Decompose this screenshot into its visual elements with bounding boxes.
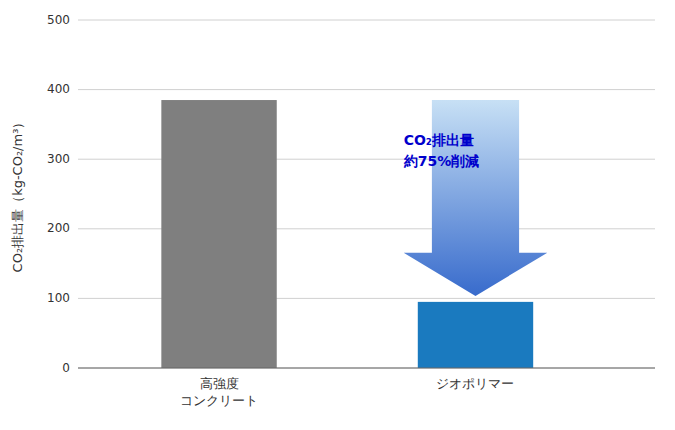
x-tick-label: ジオポリマー <box>436 376 514 391</box>
arrow <box>404 100 548 296</box>
y-axis: 0 100 200 300 400 500 <box>47 13 655 375</box>
y-tick-label: 200 <box>47 221 70 235</box>
x-axis-line <box>78 368 655 369</box>
grid-line <box>78 89 655 90</box>
y-tick-label: 100 <box>47 291 70 305</box>
bar <box>161 100 276 368</box>
chart-svg: 0 100 200 300 400 500 CO₂排出量（kg-CO₂/m³） 高強度コンクリ… <box>0 0 675 430</box>
plot-area <box>161 100 547 368</box>
annotation: CO₂排出量約75%削減 <box>403 132 480 169</box>
y-tick-label: 0 <box>62 361 70 375</box>
grid-line <box>78 368 655 369</box>
x-tick-label: 高強度コンクリート <box>180 376 258 408</box>
y-axis-label: CO₂排出量（kg-CO₂/m³） <box>10 116 25 273</box>
y-tick-label: 300 <box>47 152 70 166</box>
y-tick-label: 400 <box>47 82 70 96</box>
bar <box>418 302 533 368</box>
y-tick-label: 500 <box>47 13 70 27</box>
chart-container: 0 100 200 300 400 500 CO₂排出量（kg-CO₂/m³） 高強度コンクリ… <box>0 0 675 430</box>
grid-line <box>78 20 655 21</box>
